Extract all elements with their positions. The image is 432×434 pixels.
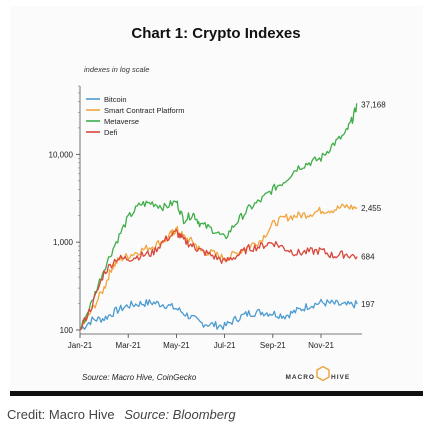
legend-label: Metaverse: [104, 117, 139, 126]
caption-source: Source: Bloomberg: [124, 407, 236, 422]
series-line-smart-contract-platform: [79, 203, 358, 331]
legend: Bitcoin Smart Contract Platform Metaverse D…: [86, 95, 184, 137]
x-tick-label: Mar-21: [116, 341, 142, 350]
end-value-label: 684: [361, 253, 375, 262]
series-line-defi: [79, 229, 358, 331]
legend-label: Smart Contract Platform: [104, 106, 184, 115]
end-value-label: 197: [361, 300, 375, 309]
chart: Chart 1: Crypto Indexes indexes in log s…: [49, 25, 387, 382]
figure-frame: Chart 1: Crypto Indexes indexes in log s…: [10, 6, 423, 396]
chart-card: Chart 1: Crypto Indexes indexes in log s…: [10, 6, 423, 396]
y-tick-label: 10,000: [49, 150, 74, 159]
caption-credit: Credit: Macro Hive: [7, 407, 115, 422]
x-tick-label: Jul-21: [214, 341, 236, 350]
end-labels: 197 2,455 37,168 684: [361, 100, 386, 309]
y-axis-note: indexes in log scale: [84, 65, 149, 74]
logo-hexagon-icon: [316, 365, 330, 382]
series-line-bitcoin: [79, 298, 358, 331]
end-value-label: 2,455: [361, 204, 382, 213]
series-line-metaverse: [79, 103, 358, 331]
image-caption: Credit: Macro Hive Source: Bloomberg: [7, 407, 236, 422]
chart-title: Chart 1: Crypto Indexes: [131, 25, 300, 42]
logo-word-macro: MACRO: [285, 374, 315, 381]
legend-label: Bitcoin: [104, 95, 127, 104]
source-note: Source: Macro Hive, CoinGecko: [82, 373, 197, 382]
macro-hive-logo: MACRO HIVE: [285, 365, 350, 382]
legend-label: Defi: [104, 128, 118, 137]
end-value-label: 37,168: [361, 100, 386, 109]
x-tick-label: May-21: [163, 341, 190, 350]
y-tick-label: 100: [60, 326, 74, 335]
x-tick-label: Sep-21: [260, 341, 286, 350]
x-tick-label: Nov-21: [308, 341, 334, 350]
x-tick-label: Jan-21: [68, 341, 93, 350]
series-layer: [79, 103, 358, 331]
logo-word-hive: HIVE: [331, 374, 350, 381]
axes: 100 1,000 10,000 Jan-21 Mar-21 May-21 Jul-21 Se…: [49, 85, 362, 350]
y-tick-label: 1,000: [53, 238, 74, 247]
